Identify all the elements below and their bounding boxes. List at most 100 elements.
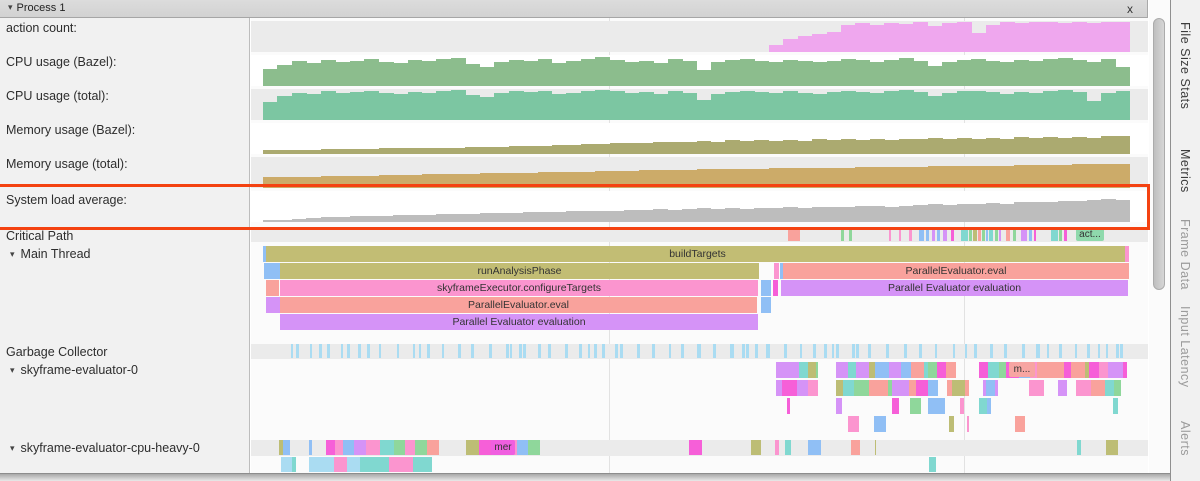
counter-plot-3[interactable] xyxy=(251,123,1148,154)
trace-slice[interactable] xyxy=(853,380,869,396)
close-icon[interactable]: x xyxy=(1127,2,1133,16)
trace-slice[interactable] xyxy=(1076,380,1091,396)
trace-slice[interactable] xyxy=(730,344,734,358)
trace-slice[interactable] xyxy=(1058,380,1067,396)
tab-metrics[interactable]: Metrics xyxy=(1178,149,1192,193)
trace-slice[interactable] xyxy=(835,344,840,358)
trace-slice[interactable] xyxy=(1084,362,1090,378)
trace-slice[interactable] xyxy=(836,398,843,414)
trace-slice[interactable] xyxy=(458,344,462,358)
trace-slice[interactable] xyxy=(347,344,351,358)
trace-slice[interactable] xyxy=(263,246,266,262)
trace-slice[interactable] xyxy=(281,457,293,472)
trace-slice[interactable] xyxy=(773,280,778,296)
trace-slice[interactable] xyxy=(1075,344,1078,358)
trace-slice[interactable] xyxy=(796,380,809,396)
trace-slice[interactable] xyxy=(987,362,1000,378)
trace-slice[interactable] xyxy=(986,380,995,396)
trace-slice[interactable] xyxy=(669,344,672,358)
trace-slice[interactable] xyxy=(1064,228,1067,241)
trace-slice[interactable] xyxy=(1120,344,1123,358)
trace-slice[interactable] xyxy=(1034,228,1036,241)
trace-slice[interactable] xyxy=(689,440,703,455)
trace-slice[interactable] xyxy=(1090,380,1106,396)
expand-arrow-icon[interactable]: ▾ xyxy=(10,443,15,453)
trace-slice[interactable] xyxy=(1021,228,1027,241)
trace-slice[interactable] xyxy=(934,344,937,358)
trace-slice[interactable] xyxy=(1003,344,1007,358)
trace-slice[interactable] xyxy=(849,228,852,241)
trace-slice[interactable] xyxy=(967,416,969,432)
trace-slice[interactable] xyxy=(1116,344,1119,358)
trace-slice[interactable] xyxy=(766,344,770,358)
trace-slice[interactable] xyxy=(964,344,967,358)
trace-slice[interactable] xyxy=(919,344,923,358)
trace-slice[interactable] xyxy=(926,228,929,241)
trace-slice[interactable] xyxy=(619,344,623,358)
trace-slice[interactable] xyxy=(937,228,940,241)
trace-slice[interactable] xyxy=(945,362,957,378)
trace-slice[interactable] xyxy=(815,362,818,378)
trace-slice[interactable] xyxy=(292,457,296,472)
trace-slice[interactable] xyxy=(441,344,444,358)
trace-slice[interactable] xyxy=(780,263,784,279)
trace-slice[interactable] xyxy=(842,380,854,396)
trace-slice[interactable] xyxy=(808,380,818,396)
trace-slice[interactable] xyxy=(874,362,890,378)
trace-slice[interactable] xyxy=(824,344,827,358)
trace-slice[interactable] xyxy=(807,440,821,455)
trace-slice[interactable] xyxy=(379,440,394,455)
trace-slice[interactable] xyxy=(412,344,416,358)
trace-slice[interactable] xyxy=(836,362,844,378)
trace-slice[interactable] xyxy=(969,228,972,241)
track-label-3[interactable]: Memory usage (Bazel): xyxy=(0,122,135,138)
trace-slice[interactable] xyxy=(978,228,981,241)
trace-slice[interactable] xyxy=(358,344,361,358)
trace-slice[interactable] xyxy=(427,344,430,358)
trace-slice[interactable] xyxy=(488,344,492,358)
trace-slice[interactable] xyxy=(848,362,857,378)
critical-path-badge[interactable]: act... xyxy=(1076,228,1104,241)
tab-input-latency[interactable]: Input Latency xyxy=(1178,306,1192,388)
trace-slice[interactable] xyxy=(264,263,280,279)
track-label-4[interactable]: Memory usage (total): xyxy=(0,156,128,172)
trace-slice[interactable] xyxy=(283,440,290,455)
trace-slice[interactable] xyxy=(799,362,808,378)
trace-slice[interactable] xyxy=(377,457,390,472)
trace-slice[interactable] xyxy=(888,380,892,396)
trace-slice[interactable] xyxy=(959,398,965,414)
trace-slice[interactable] xyxy=(348,440,354,455)
trace-slice[interactable] xyxy=(326,344,330,358)
trace-slice[interactable] xyxy=(891,380,899,396)
trace-slice[interactable] xyxy=(754,344,758,358)
track-label-10[interactable]: ▾ skyframe-evaluator-cpu-heavy-0 xyxy=(0,440,200,456)
counter-plot-2[interactable] xyxy=(251,89,1148,120)
tab-alerts[interactable]: Alerts xyxy=(1178,421,1192,456)
trace-slice[interactable] xyxy=(784,344,787,358)
trace-slice[interactable]: ParallelEvaluator.eval xyxy=(280,297,757,313)
track-label-1[interactable]: CPU usage (Bazel): xyxy=(0,54,116,70)
trace-slice[interactable] xyxy=(420,457,424,472)
trace-slice[interactable] xyxy=(909,228,912,241)
expand-arrow-icon[interactable]: ▾ xyxy=(10,365,15,375)
trace-slice[interactable] xyxy=(951,380,965,396)
trace-slice[interactable] xyxy=(995,228,998,241)
trace-slice[interactable] xyxy=(1029,380,1044,396)
trace-slice[interactable] xyxy=(466,440,479,455)
trace-slice[interactable] xyxy=(901,362,912,378)
trace-slice[interactable] xyxy=(932,228,935,241)
trace-slice[interactable] xyxy=(986,398,992,414)
trace-slice[interactable] xyxy=(516,440,529,455)
trace-slice[interactable] xyxy=(989,344,993,358)
trace-slice[interactable] xyxy=(742,344,746,358)
trace-slice[interactable]: runAnalysisPhase xyxy=(280,263,759,279)
trace-slice[interactable] xyxy=(1106,440,1119,455)
trace-slice[interactable] xyxy=(973,228,977,241)
trace-slice[interactable] xyxy=(892,398,899,414)
trace-slice[interactable] xyxy=(761,280,771,296)
trace-slice[interactable] xyxy=(868,344,872,358)
trace-slice[interactable] xyxy=(393,440,406,455)
trace-slice[interactable] xyxy=(788,228,800,241)
trace-slice[interactable] xyxy=(505,344,509,358)
cpu-heavy-badge[interactable]: mer xyxy=(491,440,515,455)
